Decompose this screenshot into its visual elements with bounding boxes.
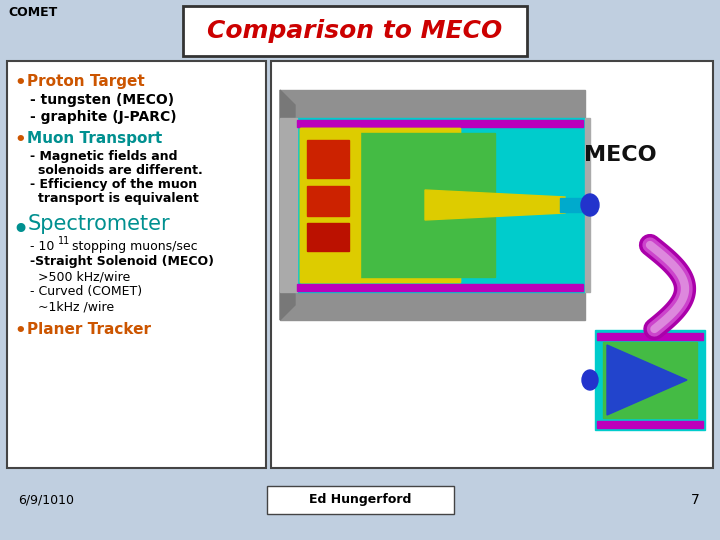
Polygon shape xyxy=(280,90,585,118)
Bar xyxy=(350,133,495,277)
Text: Planer Tracker: Planer Tracker xyxy=(27,322,151,337)
FancyBboxPatch shape xyxy=(271,61,713,468)
Ellipse shape xyxy=(581,194,599,216)
Text: - Curved (COMET): - Curved (COMET) xyxy=(30,285,142,298)
FancyBboxPatch shape xyxy=(183,6,527,56)
Bar xyxy=(307,223,349,251)
Text: •: • xyxy=(14,74,26,92)
Text: -Straight Solenoid (MECO): -Straight Solenoid (MECO) xyxy=(30,255,214,268)
Bar xyxy=(300,128,460,282)
Bar xyxy=(597,333,703,340)
Text: Spectrometer: Spectrometer xyxy=(28,214,171,234)
Bar xyxy=(280,118,297,292)
Text: ~1kHz /wire: ~1kHz /wire xyxy=(38,300,114,313)
Text: •: • xyxy=(14,131,26,149)
FancyBboxPatch shape xyxy=(267,486,454,514)
Bar xyxy=(300,128,360,282)
Bar xyxy=(297,284,583,291)
Text: - 10: - 10 xyxy=(30,240,55,253)
Bar xyxy=(300,128,460,282)
Bar xyxy=(307,186,349,216)
Bar xyxy=(560,198,590,212)
Text: transport is equivalent: transport is equivalent xyxy=(38,192,199,205)
Text: - graphite (J-PARC): - graphite (J-PARC) xyxy=(30,110,176,124)
Polygon shape xyxy=(425,190,565,220)
Text: solenoids are different.: solenoids are different. xyxy=(38,164,203,177)
Text: MECO: MECO xyxy=(584,145,657,165)
Text: •: • xyxy=(11,216,29,245)
Bar xyxy=(295,118,585,292)
Text: >500 kHz/wire: >500 kHz/wire xyxy=(38,270,130,283)
Text: Comparison to MECO: Comparison to MECO xyxy=(207,19,503,43)
Bar xyxy=(597,421,703,428)
Bar xyxy=(307,140,349,178)
Polygon shape xyxy=(607,345,687,415)
Text: Ed Hungerford: Ed Hungerford xyxy=(309,494,411,507)
Text: COMET: COMET xyxy=(8,6,58,19)
Text: 7: 7 xyxy=(691,493,700,507)
Bar xyxy=(603,342,697,418)
Bar xyxy=(585,118,590,292)
Text: Proton Target: Proton Target xyxy=(27,74,145,89)
Polygon shape xyxy=(280,90,295,320)
Text: Muon Transport: Muon Transport xyxy=(27,131,162,146)
Text: 6/9/1010: 6/9/1010 xyxy=(18,494,74,507)
Text: - Efficiency of the muon: - Efficiency of the muon xyxy=(30,178,197,191)
FancyBboxPatch shape xyxy=(7,61,266,468)
Bar xyxy=(297,120,583,127)
Ellipse shape xyxy=(582,370,598,390)
Text: stopping muons/sec: stopping muons/sec xyxy=(68,240,197,253)
Text: - Magnetic fields and: - Magnetic fields and xyxy=(30,150,178,163)
Polygon shape xyxy=(280,292,585,320)
Text: - tungsten (MECO): - tungsten (MECO) xyxy=(30,93,174,107)
Text: 11: 11 xyxy=(58,236,71,246)
Bar xyxy=(595,330,705,430)
Text: •: • xyxy=(14,322,26,340)
